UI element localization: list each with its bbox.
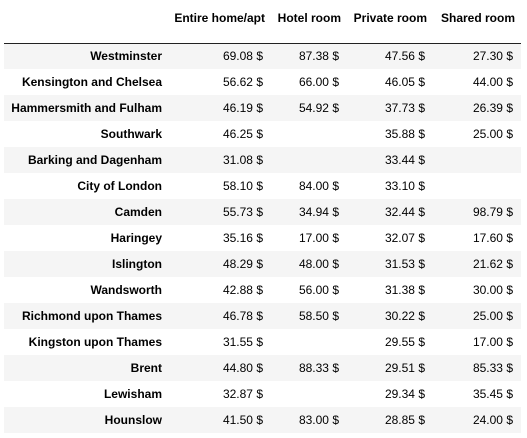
table-cell: 48.00 $ [298, 257, 339, 271]
table-cell: 98.79 $ [472, 205, 513, 219]
table-row: Southwark 46.25 $ 35.88 $ 25.00 $ [4, 121, 521, 147]
table-cell: 29.55 $ [384, 335, 425, 349]
table-cell: 31.38 $ [384, 283, 425, 297]
row-index-label: Hounslow [104, 413, 162, 427]
table-cell: 29.51 $ [384, 361, 425, 375]
table-cell [433, 147, 521, 173]
table-cell: 44.00 $ [472, 75, 513, 89]
table-cell: 46.25 $ [222, 127, 263, 141]
table-cell: 55.73 $ [222, 205, 263, 219]
table-cell: 17.60 $ [472, 231, 513, 245]
table-cell: 33.10 $ [384, 179, 425, 193]
index-header-blank [4, 5, 168, 44]
table-row: Barking and Dagenham 31.08 $ 33.44 $ [4, 147, 521, 173]
table-cell: 54.92 $ [298, 101, 339, 115]
table-row: Hammersmith and Fulham 46.19 $ 54.92 $ 37.7… [4, 95, 521, 121]
row-index-label: City of London [77, 179, 162, 193]
table-cell: 84.00 $ [298, 179, 339, 193]
table-cell: 46.19 $ [222, 101, 263, 115]
table-cell: 47.56 $ [384, 49, 425, 64]
table-cell: 48.29 $ [222, 257, 263, 271]
table-row: Camden 55.73 $ 34.94 $ 32.44 $ 98.79 $ [4, 199, 521, 225]
table-cell: 17.00 $ [298, 231, 339, 245]
table-cell: 35.16 $ [222, 231, 263, 245]
table-cell [271, 121, 347, 147]
table-cell: 69.08 $ [222, 49, 263, 64]
table-header: Entire home/apt Hotel room Private room … [4, 5, 521, 44]
table-cell: 21.62 $ [472, 257, 513, 271]
table-cell: 56.62 $ [222, 75, 263, 89]
table-cell: 37.73 $ [384, 101, 425, 115]
table-cell: 32.07 $ [384, 231, 425, 245]
column-header-entire-home: Entire home/apt [168, 5, 271, 44]
table-cell: 42.88 $ [222, 283, 263, 297]
row-index-label: Southwark [100, 127, 162, 141]
table-row: Islington 48.29 $ 48.00 $ 31.53 $ 21.62 $ [4, 251, 521, 277]
table-row: Brent 44.80 $ 88.33 $ 29.51 $ 85.33 $ [4, 355, 521, 381]
table-cell: 28.85 $ [384, 413, 425, 427]
table-row: Hounslow 41.50 $ 83.00 $ 28.85 $ 24.00 $ [4, 407, 521, 433]
table-cell: 32.44 $ [384, 205, 425, 219]
table-cell [271, 381, 347, 407]
table-cell: 35.45 $ [472, 387, 513, 401]
table-cell: 17.00 $ [472, 335, 513, 349]
table-cell: 88.33 $ [298, 361, 339, 375]
header-row: Entire home/apt Hotel room Private room … [4, 5, 521, 44]
table-cell: 30.00 $ [472, 283, 513, 297]
row-index-label: Brent [130, 361, 162, 375]
table-cell: 24.00 $ [472, 413, 513, 427]
table-cell: 26.39 $ [472, 101, 513, 115]
table-cell: 34.94 $ [298, 205, 339, 219]
table-row: Richmond upon Thames 46.78 $ 58.50 $ 30.22 … [4, 303, 521, 329]
table-cell: 66.00 $ [298, 75, 339, 89]
table-cell: 58.50 $ [298, 309, 339, 323]
table-cell: 33.44 $ [384, 153, 425, 167]
table-row: Haringey 35.16 $ 17.00 $ 32.07 $ 17.60 $ [4, 225, 521, 251]
row-index-label: Kingston upon Thames [28, 335, 162, 349]
table-cell: 56.00 $ [298, 283, 339, 297]
table-cell: 46.78 $ [222, 309, 263, 323]
table-cell: 35.88 $ [384, 127, 425, 141]
row-index-label: Camden [114, 205, 162, 219]
table-body: Westminster 69.08 $ 87.38 $ 47.56 $ 27.30 $ K… [4, 43, 521, 433]
table-cell: 29.34 $ [384, 387, 425, 401]
table-cell: 27.30 $ [472, 49, 513, 64]
table-row: Kensington and Chelsea 56.62 $ 66.00 $ 46.0… [4, 69, 521, 95]
row-index-label: Hammersmith and Fulham [11, 101, 162, 115]
table-row: Kingston upon Thames 31.55 $ 29.55 $ 17.00 … [4, 329, 521, 355]
table-cell: 31.08 $ [222, 153, 263, 167]
column-header-hotel-room: Hotel room [271, 5, 347, 44]
table-cell: 87.38 $ [298, 49, 339, 64]
table-cell [433, 173, 521, 199]
table-cell: 83.00 $ [298, 413, 339, 427]
row-index-label: Barking and Dagenham [27, 153, 162, 167]
table-cell: 58.10 $ [222, 179, 263, 193]
table-cell: 31.55 $ [222, 335, 263, 349]
table-cell: 25.00 $ [472, 309, 513, 323]
price-table: Entire home/apt Hotel room Private room … [4, 5, 521, 433]
table-row: Wandsworth 42.88 $ 56.00 $ 31.38 $ 30.00 $ [4, 277, 521, 303]
table-row: City of London 58.10 $ 84.00 $ 33.10 $ [4, 173, 521, 199]
row-index-label: Islington [112, 257, 162, 271]
table-cell: 85.33 $ [472, 361, 513, 375]
row-index-label: Haringey [110, 231, 162, 245]
table-cell: 41.50 $ [222, 413, 263, 427]
table-cell [271, 147, 347, 173]
table-cell [271, 329, 347, 355]
table-cell: 31.53 $ [384, 257, 425, 271]
row-index-label: Lewisham [103, 387, 162, 401]
row-index-label: Richmond upon Thames [21, 309, 162, 323]
table-row: Westminster 69.08 $ 87.38 $ 47.56 $ 27.30 $ [4, 43, 521, 69]
table-cell: 44.80 $ [222, 361, 263, 375]
row-index-label: Westminster [90, 49, 162, 64]
column-header-shared-room: Shared room [433, 5, 521, 44]
row-index-label: Kensington and Chelsea [21, 75, 162, 89]
row-index-label: Wandsworth [90, 283, 162, 297]
table-cell: 25.00 $ [472, 127, 513, 141]
table-cell: 46.05 $ [384, 75, 425, 89]
table-cell: 32.87 $ [222, 387, 263, 401]
table-cell: 30.22 $ [384, 309, 425, 323]
column-header-private-room: Private room [347, 5, 433, 44]
table-row: Lewisham 32.87 $ 29.34 $ 35.45 $ [4, 381, 521, 407]
